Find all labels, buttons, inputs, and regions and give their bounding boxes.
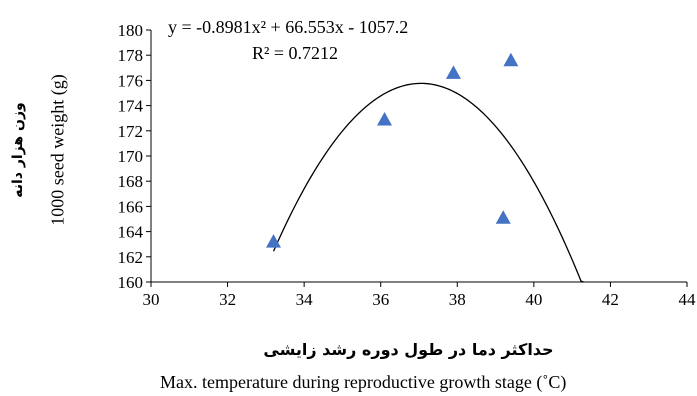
y-axis-label-persian: وزن هزار دانه (10, 102, 26, 198)
data-point-marker (503, 52, 519, 67)
data-point-marker (445, 65, 461, 79)
y-tick-label: 164 (118, 223, 144, 242)
x-axis-label: Max. temperature during reproductive gro… (160, 372, 567, 392)
y-axis-label: 1000 seed weight (g) (47, 74, 68, 226)
y-tick-label: 176 (118, 71, 144, 90)
data-point-marker (266, 234, 282, 248)
y-tick-label: 178 (118, 46, 144, 65)
x-axis-label-persian: حداکثر دما در طول دوره رشد زایشی (263, 340, 554, 359)
r-squared-label: R² = 0.7212 (252, 43, 338, 63)
axes (150, 30, 687, 283)
x-tick-label: 40 (525, 290, 542, 309)
y-tick-label: 174 (118, 97, 144, 116)
x-tick-label: 42 (602, 290, 619, 309)
y-tick-labels: 160 162 164 166 168 170 172 174 176 178 180 (118, 21, 151, 292)
x-tick-label: 32 (219, 290, 236, 309)
trendline (272, 82, 584, 283)
trendline-equation: y = -0.8981x² + 66.553x - 1057.2 (168, 17, 408, 37)
data-points (266, 52, 519, 248)
x-tick-label: 34 (296, 290, 314, 309)
y-tick-label: 160 (118, 273, 144, 292)
y-tick-label: 172 (118, 122, 144, 141)
y-tick-label: 170 (118, 147, 144, 166)
y-tick-label: 168 (118, 172, 144, 191)
x-tick-label: 36 (372, 290, 389, 309)
x-tick-label: 44 (679, 290, 697, 309)
data-point-marker (495, 210, 511, 224)
data-point-marker (377, 111, 393, 126)
x-tick-label: 38 (449, 290, 466, 309)
x-tick-labels: 30 32 34 36 38 40 42 44 (143, 282, 697, 309)
x-tick-label: 30 (143, 290, 160, 309)
y-tick-label: 166 (118, 197, 144, 216)
y-tick-label: 180 (118, 21, 144, 40)
y-tick-label: 162 (118, 248, 144, 267)
